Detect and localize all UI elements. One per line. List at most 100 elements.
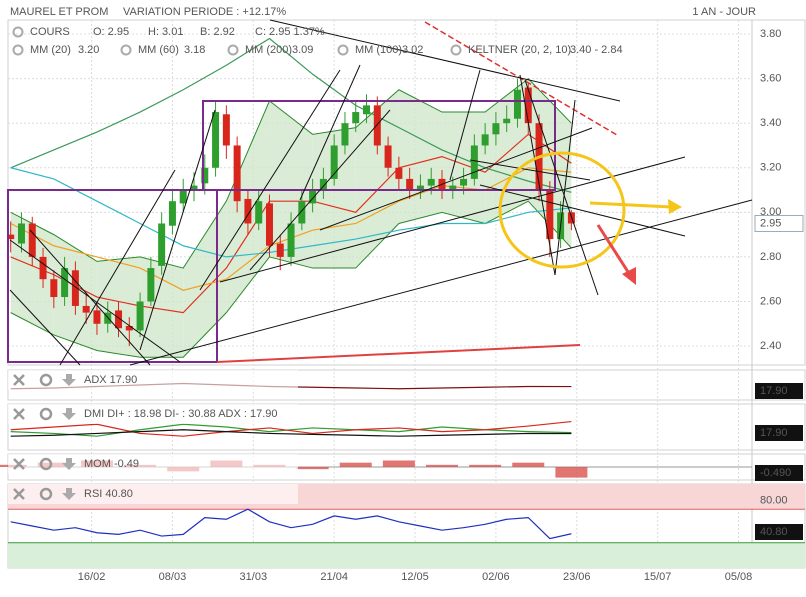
candle-body [492,123,500,135]
indicator-line [10,420,572,437]
candle-body [319,178,327,191]
trend-line [139,109,216,351]
settings-icon [39,373,53,387]
candle-body [93,310,101,324]
settings-icon [120,44,132,56]
move-down-icon [62,458,76,470]
x-tick-label: 15/07 [644,571,672,583]
indicator-title: DMI DI+ : 18.98 DI- : 30.88 ADX : 17.90 [84,408,278,420]
indicator-title: RSI 40.80 [84,488,133,500]
settings-icon [39,487,53,501]
trend-line [469,159,591,181]
trend-line [29,229,151,366]
candle-body [449,185,457,191]
period: 1 AN - JOUR [692,6,756,18]
candle-body [460,178,468,186]
candle-body [147,268,155,302]
candle-body [125,325,133,331]
candle-body [61,268,69,298]
support-line [216,344,581,363]
candle-body [190,185,198,191]
keltner-upper [10,77,572,269]
candle-body [427,178,435,186]
candle-body [481,134,489,146]
settings-icon [39,457,53,471]
candle-body [50,279,58,298]
candle-body [158,223,166,266]
arrowhead [622,267,636,285]
settings-icon [227,44,239,56]
keltner-fill [312,127,356,269]
candle-body [179,190,187,204]
legend-value: 3.18 [184,44,205,56]
arrow [596,224,632,276]
candle-body [309,190,317,204]
y-tick-label: 80.00 [760,495,788,507]
indicator-line [10,508,572,540]
y-tick-label: 3.60 [760,73,781,85]
current-value-box [755,524,803,540]
candle-body [17,223,25,244]
momentum-bar [469,464,502,467]
move-down-icon [62,408,76,420]
zone [8,542,805,568]
trend-line [519,74,556,276]
trend-line [479,184,686,237]
current-value-box [755,465,803,481]
y-tick-label: 2.40 [760,340,781,352]
settings-icon [337,44,349,56]
trend-line [554,99,576,276]
settings-icon [450,44,462,56]
legend-value: 3.09 [292,44,313,56]
trend-line [199,69,341,291]
candle-body [406,178,414,191]
indicator-title: MOM -0.49 [84,458,139,470]
x-tick-label: 16/02 [78,571,106,583]
move-down-icon [62,488,76,500]
legend-value: 3.40 - 2.84 [570,44,623,56]
highlight-circle [498,151,626,269]
purple-box [202,100,556,191]
x-tick-label: 08/03 [159,571,187,583]
momentum-bar [426,464,458,467]
candle-body [276,243,284,257]
trend-line [9,289,81,366]
keltner-fill [183,201,227,358]
current-value-box [755,425,803,441]
current-value: 17.90 [760,385,788,397]
candle-body [384,145,392,168]
y-tick-label: 2.80 [760,251,781,263]
x-tick-label: 05/08 [725,571,753,583]
y-tick-label: 3.80 [760,28,781,40]
candle-body [115,310,123,329]
ohlc-legend: B: 2.92 [200,26,235,38]
ohlc-legend: O: 2.95 [93,26,129,38]
candle-body [255,201,263,224]
candle-body [168,201,176,226]
momentum-bar [339,462,372,467]
candle-body [330,145,338,179]
panel-header [8,370,298,390]
x-tick-label: 23/06 [563,571,591,583]
current-value: -0.490 [760,467,791,479]
x-tick-label: 02/06 [482,571,510,583]
settings-icon [12,26,24,38]
candle-body [416,185,424,191]
indicator-line [10,429,572,437]
candle-body [28,223,36,257]
candle-body [363,105,371,115]
candle-body [546,190,554,240]
candle-body [39,256,47,280]
close-icon [13,374,25,386]
trend-line [219,156,686,283]
candle-body [136,301,144,331]
trend-line [59,169,176,366]
chart-subtitle: VARIATION PERIODE : +12.17% [123,6,286,18]
momentum-bar [296,467,329,470]
last-value-label: 2.95 [760,217,781,229]
y-tick-label: 3.20 [760,162,781,174]
settings-icon [12,44,24,56]
move-down-icon [62,374,76,386]
candle-body [233,145,241,202]
